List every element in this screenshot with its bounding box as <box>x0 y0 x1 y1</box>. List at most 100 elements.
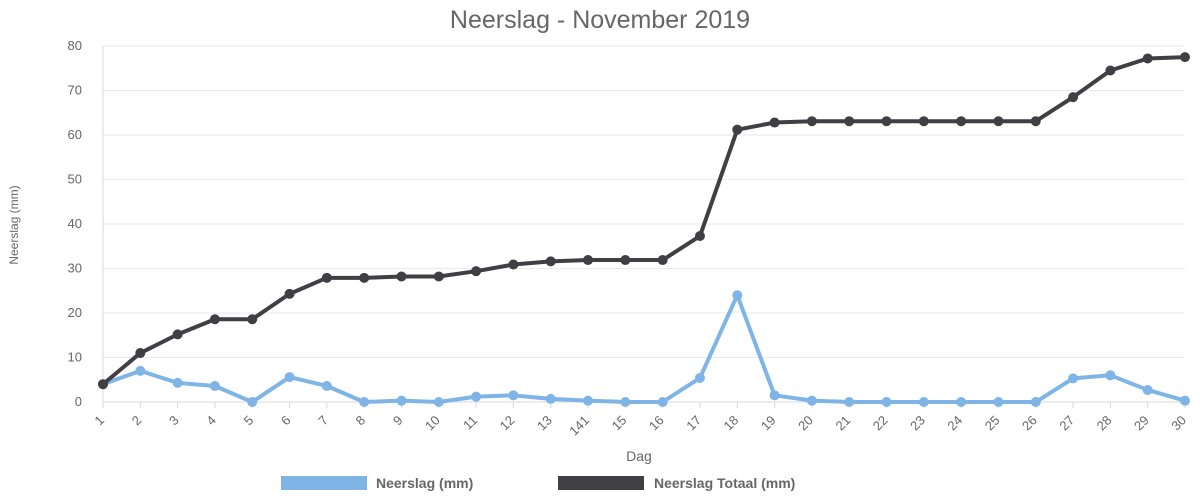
cumulative-rain-point[interactable] <box>844 116 855 127</box>
x-tick-label: 1 <box>91 413 107 429</box>
cumulative-rain-point[interactable] <box>247 314 258 325</box>
daily-rain-point[interactable] <box>1180 395 1190 406</box>
cumulative-rain-point[interactable] <box>209 314 220 325</box>
y-tick-label: 80 <box>68 38 82 53</box>
y-axis: 0 10 20 30 40 50 60 70 80 <box>68 38 104 409</box>
daily-rain-point[interactable] <box>1142 384 1153 395</box>
cumulative-rain-point[interactable] <box>321 272 332 283</box>
daily-rain-point[interactable] <box>844 397 855 407</box>
x-tick-label: 13 <box>534 413 555 434</box>
x-tick-label: 12 <box>497 413 518 434</box>
daily-rain-point[interactable] <box>769 390 780 401</box>
cumulative-rain-point[interactable] <box>359 272 370 283</box>
cumulative-rain-point[interactable] <box>694 231 705 242</box>
cumulative-rain-point[interactable] <box>396 271 407 282</box>
x-tick-label: 4 <box>203 413 219 429</box>
daily-rain-point[interactable] <box>583 395 594 406</box>
x-tick-label: 7 <box>315 413 331 429</box>
cumulative-rain-point[interactable] <box>545 256 556 267</box>
daily-rain-point[interactable] <box>284 372 295 383</box>
x-tick-label: 19 <box>758 413 779 434</box>
chart-title: Neerslag - November 2019 <box>450 6 750 34</box>
daily-rain-point[interactable] <box>918 397 929 407</box>
x-tick-label: 17 <box>683 413 704 434</box>
daily-rain-point[interactable] <box>1105 370 1116 381</box>
daily-rain-point[interactable] <box>508 390 519 401</box>
x-axis: 1 2 3 4 5 6 7 8 9 10 11 12 13 141 15 16 17 18 19 20 21 22 23 24… <box>91 401 1189 438</box>
daily-rain-point[interactable] <box>359 397 370 407</box>
daily-rain-point[interactable] <box>433 397 444 407</box>
cumulative-rain-point[interactable] <box>135 348 146 359</box>
daily-rain-point[interactable] <box>956 397 967 407</box>
daily-rain-point[interactable] <box>993 397 1004 407</box>
grid-layer <box>103 45 1185 403</box>
cumulative-rain-point[interactable] <box>881 116 892 127</box>
x-tick-label: 21 <box>832 413 853 434</box>
x-tick-label: 29 <box>1131 413 1152 434</box>
x-tick-label: 22 <box>870 413 891 434</box>
x-tick-label: 24 <box>944 413 965 434</box>
legend-item-daily-rain[interactable]: Neerslag (mm) <box>281 475 473 491</box>
y-tick-label: 30 <box>68 261 82 276</box>
daily-rain-point[interactable] <box>172 377 183 388</box>
daily-rain-point[interactable] <box>1030 397 1041 407</box>
daily-rain-point[interactable] <box>1068 373 1079 384</box>
daily-rain-point[interactable] <box>209 380 220 391</box>
legend: Neerslag (mm) Neerslag Totaal (mm) <box>281 475 795 491</box>
daily-rain-point[interactable] <box>135 365 146 376</box>
cumulative-rain-point[interactable] <box>433 271 444 282</box>
daily-rain-point[interactable] <box>396 395 407 406</box>
x-tick-label: 8 <box>353 413 369 429</box>
daily-rain-point[interactable] <box>881 397 892 407</box>
daily-rain-point[interactable] <box>247 397 258 407</box>
daily-rain-point[interactable] <box>806 395 817 406</box>
x-tick-label: 6 <box>278 413 294 429</box>
cumulative-rain-point[interactable] <box>172 329 183 340</box>
cumulative-rain-point[interactable] <box>284 288 295 299</box>
cumulative-rain-line <box>101 55 1187 387</box>
x-tick-label: 28 <box>1094 413 1115 434</box>
daily-rain-point[interactable] <box>545 393 556 404</box>
cumulative-rain-point[interactable] <box>620 255 631 266</box>
cumulative-rain-point[interactable] <box>806 116 817 127</box>
daily-rain-point[interactable] <box>321 380 332 391</box>
cumulative-rain-point[interactable] <box>1180 52 1190 63</box>
daily-rain-point[interactable] <box>657 397 668 407</box>
cumulative-rain-point[interactable] <box>1105 65 1116 76</box>
y-tick-label: 60 <box>68 127 82 142</box>
cumulative-rain-point[interactable] <box>657 255 668 266</box>
cumulative-rain-point[interactable] <box>1068 92 1079 103</box>
y-tick-label: 20 <box>68 305 82 320</box>
x-tick-label: 23 <box>907 413 928 434</box>
cumulative-rain-point[interactable] <box>732 124 743 135</box>
cumulative-rain-point[interactable] <box>471 266 482 277</box>
daily-rain-point[interactable] <box>694 372 705 383</box>
x-tick-label: 10 <box>422 413 443 434</box>
daily-rain-point[interactable] <box>620 397 631 407</box>
cumulative-rain-point[interactable] <box>1142 53 1153 64</box>
y-tick-label: 70 <box>68 83 82 98</box>
cumulative-rain-point[interactable] <box>993 116 1004 127</box>
x-tick-label: 25 <box>982 413 1003 434</box>
cumulative-rain-point[interactable] <box>918 116 929 127</box>
cumulative-rain-point[interactable] <box>98 379 108 390</box>
y-tick-label: 10 <box>68 350 82 365</box>
x-tick-label: 2 <box>129 413 145 429</box>
cumulative-rain-point[interactable] <box>1030 116 1041 127</box>
cumulative-rain-point[interactable] <box>583 255 594 266</box>
legend-item-cumulative-rain[interactable]: Neerslag Totaal (mm) <box>558 475 795 491</box>
cumulative-rain-point[interactable] <box>769 117 780 128</box>
daily-rain-point[interactable] <box>471 391 482 402</box>
x-axis-title: Dag <box>626 448 652 464</box>
cumulative-rain-point[interactable] <box>508 259 519 270</box>
legend-swatch-daily-rain <box>281 476 367 490</box>
cumulative-rain-point[interactable] <box>956 116 967 127</box>
x-tick-label: 27 <box>1056 413 1077 434</box>
daily-rain-series <box>98 290 1190 407</box>
series-layer <box>98 52 1190 407</box>
legend-label-cumulative-rain: Neerslag Totaal (mm) <box>654 475 795 491</box>
x-tick-label: 11 <box>460 413 480 433</box>
daily-rain-point[interactable] <box>732 290 743 301</box>
